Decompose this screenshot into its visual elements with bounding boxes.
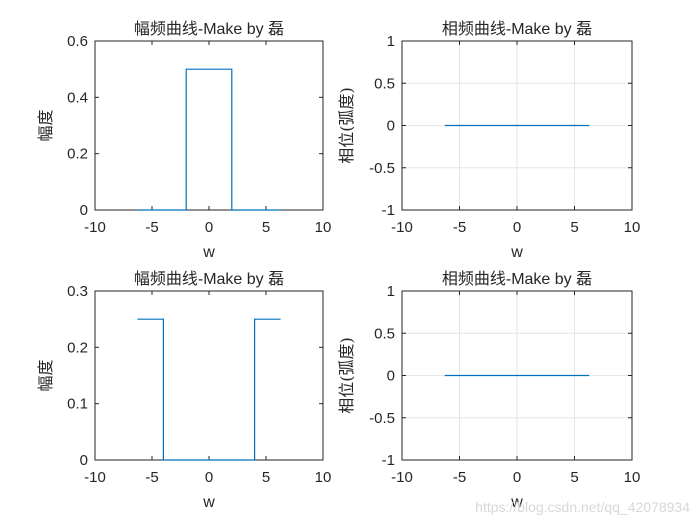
chart-4-ytick-label-4: 1 [387,283,395,300]
chart-1-ytick-label-2: 0.4 [67,89,88,106]
chart-2-ytick-label-2: 0 [387,118,395,135]
chart-1-xtick-label-4: 10 [315,219,332,236]
chart-1-ytick-label-0: 0 [80,202,88,219]
chart-3-xtick-label-1: -5 [145,469,158,486]
chart-3-xtick-label-3: 5 [262,469,270,486]
chart-3: -10 -5 0 5 10 0 0.1 0.2 0.3 幅频曲线-Make by 磊 w 幅度 [36,270,331,511]
chart-1-xtick-label-0: -10 [84,219,106,236]
chart-4-ytick-label-1: -0.5 [369,410,395,427]
chart-3-xtick-label-2: 0 [205,469,213,486]
chart-1: -10 -5 0 5 10 0 0.2 0.4 0.6 幅频曲线-Make by 磊 w 幅度 [36,20,331,261]
watermark: https://blog.csdn.net/qq_42078934 [475,499,690,515]
chart-3-ylabel: 幅度 [36,359,55,391]
chart-4-xtick-label-2: 0 [513,469,521,486]
chart-4-ylabel: 相位(弧度) [337,337,356,414]
chart-3-title: 幅频曲线-Make by 磊 [134,270,284,288]
chart-2-xtick-label-2: 0 [513,219,521,236]
chart-3-xtick-label-4: 10 [315,469,332,486]
chart-2-xtick-label-3: 5 [570,219,578,236]
chart-3-ytick-label-1: 0.1 [67,396,88,413]
chart-2-ytick-label-3: 0.5 [374,75,395,92]
chart-1-series-line-0 [137,68,281,211]
chart-4-xtick-label-0: -10 [391,469,413,486]
chart-3-xtick-label-0: -10 [84,469,106,486]
chart-4-ytick-label-2: 0 [387,368,395,385]
chart-3-ytick-label-2: 0.2 [67,339,88,356]
chart-2-ylabel: 相位(弧度) [337,87,356,164]
chart-4-xlabel: w [510,494,523,511]
chart-2-xtick-label-1: -5 [453,219,466,236]
chart-4-title: 相频曲线-Make by 磊 [442,270,592,288]
chart-1-ylabel: 幅度 [36,109,55,141]
chart-3-ytick-label-0: 0 [80,452,88,469]
chart-1-xtick-label-1: -5 [145,219,158,236]
chart-4-ytick-label-0: -1 [382,452,395,469]
chart-3-ytick-label-3: 0.3 [67,283,88,300]
chart-2-xlabel: w [510,244,523,261]
chart-1-axes-box [94,40,324,211]
chart-4-xtick-label-3: 5 [570,469,578,486]
chart-4-ytick-label-3: 0.5 [374,325,395,342]
chart-2-ytick-label-0: -1 [382,202,395,219]
chart-4-xtick-label-4: 10 [624,469,641,486]
chart-2-ytick-label-1: -0.5 [369,160,395,177]
chart-4: -10 -5 0 5 10 -1 -0.5 0 0.5 1 相频曲线-Make by 磊 w 相位(弧度… [337,270,640,511]
chart-2-ytick-label-4: 1 [387,33,395,50]
chart-3-xlabel: w [202,494,215,511]
chart-1-ytick-label-3: 0.6 [67,33,88,50]
chart-1-title: 幅频曲线-Make by 磊 [134,20,284,38]
chart-3-series-line-0 [137,318,281,461]
chart-2-title: 相频曲线-Make by 磊 [442,20,592,38]
chart-4-xtick-label-1: -5 [453,469,466,486]
chart-1-xtick-label-2: 0 [205,219,213,236]
chart-1-ytick-label-1: 0.2 [67,146,88,163]
chart-2: -10 -5 0 5 10 -1 -0.5 0 0.5 1 相频曲线-Make by 磊 w 相位(弧度… [337,20,640,261]
chart-1-xlabel: w [202,244,215,261]
chart-2-xtick-label-0: -10 [391,219,413,236]
chart-2-xtick-label-4: 10 [624,219,641,236]
chart-1-xtick-label-3: 5 [262,219,270,236]
chart-3-axes-box [94,290,324,461]
